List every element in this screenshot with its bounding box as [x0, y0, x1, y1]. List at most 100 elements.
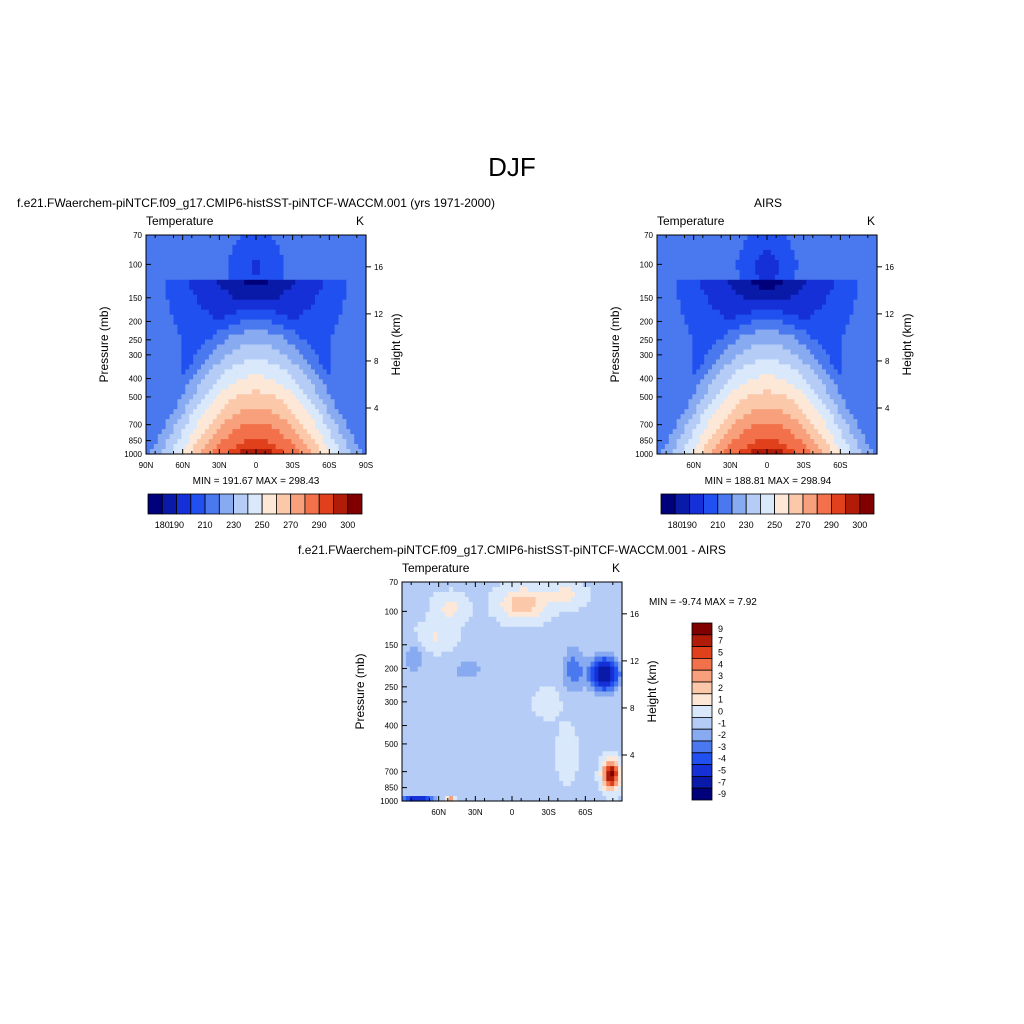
colorbar-label: 300 — [340, 520, 355, 530]
colorbar-swatch — [204, 493, 220, 515]
colorbar-swatch — [691, 634, 713, 647]
minmax-text: MIN = 191.67 MAX = 298.43 — [193, 476, 320, 487]
colorbar-swatch — [691, 728, 713, 742]
left-label: Temperature — [657, 214, 725, 228]
x-tick-label: 30S — [797, 461, 811, 470]
colorbar-swatch — [689, 493, 705, 515]
y-tick-label: 300 — [129, 351, 143, 360]
y-tick-label: 700 — [129, 421, 143, 430]
x-tick-label: 30S — [542, 808, 556, 817]
plot-title: f.e21.FWaerchem-piNTCF.f09_g17.CMIP6-his… — [298, 543, 726, 557]
y-tick-label: 300 — [385, 698, 399, 707]
colorbar-label: 300 — [852, 520, 867, 530]
x-tick-label: 0 — [765, 461, 770, 470]
colorbar-swatch — [691, 705, 713, 718]
figure-title: DJF — [488, 152, 536, 182]
minmax-text: MIN = 188.81 MAX = 298.94 — [705, 476, 832, 487]
colorbar-swatch — [660, 493, 676, 515]
y-tick-label: 1000 — [380, 797, 398, 806]
y-tick-label: 200 — [129, 317, 143, 326]
colorbar-swatch — [147, 493, 163, 515]
colorbar-label: -4 — [718, 754, 726, 764]
y-tick-label: 100 — [640, 260, 654, 269]
y-tick-label: 100 — [129, 260, 143, 269]
colorbar-swatch — [831, 493, 847, 515]
y-tick-label: 500 — [640, 393, 654, 402]
field — [657, 235, 878, 455]
height-tick-label: 12 — [630, 657, 639, 666]
y-tick-label: 150 — [385, 641, 399, 650]
colorbar-swatch — [347, 493, 363, 515]
height-tick-label: 12 — [374, 310, 383, 319]
colorbar-label: 4 — [718, 659, 723, 669]
minmax-text: MIN = -9.74 MAX = 7.92 — [649, 597, 757, 608]
y-tick-label: 1000 — [124, 450, 142, 459]
x-tick-label: 30S — [286, 461, 300, 470]
x-tick-label: 0 — [510, 808, 515, 817]
y-tick-label: 200 — [640, 317, 654, 326]
colorbar-label: 210 — [198, 520, 213, 530]
y-tick-label: 250 — [640, 336, 654, 345]
field — [402, 582, 623, 802]
x-tick-label: 90N — [139, 461, 154, 470]
colorbar-label: 2 — [718, 683, 723, 693]
colorbar-label: 7 — [718, 636, 723, 646]
colorbar-label: 270 — [283, 520, 298, 530]
colorbar-swatch — [703, 493, 719, 515]
colorbar-label: 180 — [155, 520, 170, 530]
colorbar-label: 9 — [718, 624, 723, 634]
colorbar-swatch — [691, 681, 713, 695]
y-tick-label: 300 — [640, 351, 654, 360]
colorbar-swatch — [731, 493, 747, 515]
colorbar-label: 1 — [718, 695, 723, 705]
height-tick-label: 8 — [885, 357, 890, 366]
colorbar-swatch — [176, 493, 192, 515]
plot-diff: f.e21.FWaerchem-piNTCF.f09_g17.CMIP6-his… — [298, 543, 757, 817]
height-tick-label: 16 — [374, 263, 383, 272]
y-tick-label: 150 — [640, 294, 654, 303]
colorbar-label: 190 — [682, 520, 697, 530]
x-tick-label: 60N — [175, 461, 190, 470]
colorbar-label: 290 — [312, 520, 327, 530]
y-tick-label: 150 — [129, 294, 143, 303]
height-tick-label: 4 — [630, 751, 635, 760]
colorbar-swatch — [247, 493, 263, 515]
height-axis-label: Height (km) — [645, 660, 659, 722]
colorbar-label: -1 — [718, 718, 726, 728]
colorbar-swatch — [745, 493, 761, 515]
y-axis-label: Pressure (mb) — [353, 653, 367, 729]
plot-obs: AIRS Temperature K 70 100 150 200 250 300 400 500 7… — [608, 196, 914, 530]
x-tick-label: 0 — [254, 461, 259, 470]
y-tick-label: 500 — [129, 393, 143, 402]
colorbar-swatch — [218, 493, 234, 515]
colorbar-label: 0 — [718, 707, 723, 717]
height-tick-label: 16 — [885, 263, 894, 272]
colorbar-swatch — [275, 493, 292, 515]
colorbar-swatch — [760, 493, 776, 515]
colorbar-label: 3 — [718, 671, 723, 681]
height-tick-label: 16 — [630, 610, 639, 619]
height-tick-label: 4 — [885, 404, 890, 413]
colorbar-swatch — [691, 764, 713, 777]
x-tick-label: 90S — [359, 461, 373, 470]
plot-model: f.e21.FWaerchem-piNTCF.f09_g17.CMIP6-his… — [17, 196, 495, 530]
y-tick-label: 1000 — [635, 450, 653, 459]
left-label: Temperature — [146, 214, 214, 228]
colorbar-swatch — [161, 493, 177, 515]
y-tick-label: 200 — [385, 664, 399, 673]
colorbar-swatch — [261, 493, 277, 515]
colorbar-swatch — [691, 787, 713, 801]
x-tick-label: 60N — [431, 808, 446, 817]
y-axis-label: Pressure (mb) — [97, 306, 111, 382]
colorbar-label: 180 — [668, 520, 683, 530]
left-label: Temperature — [402, 561, 470, 575]
colorbar-swatch — [304, 493, 320, 515]
y-tick-label: 70 — [389, 578, 398, 587]
y-tick-label: 400 — [129, 375, 143, 384]
x-tick-label: 60S — [322, 461, 336, 470]
colorbar-swatch — [691, 776, 713, 789]
right-label: K — [612, 561, 620, 575]
height-axis-label: Height (km) — [900, 313, 914, 375]
right-label: K — [867, 214, 875, 228]
colorbar-swatch — [190, 493, 206, 515]
